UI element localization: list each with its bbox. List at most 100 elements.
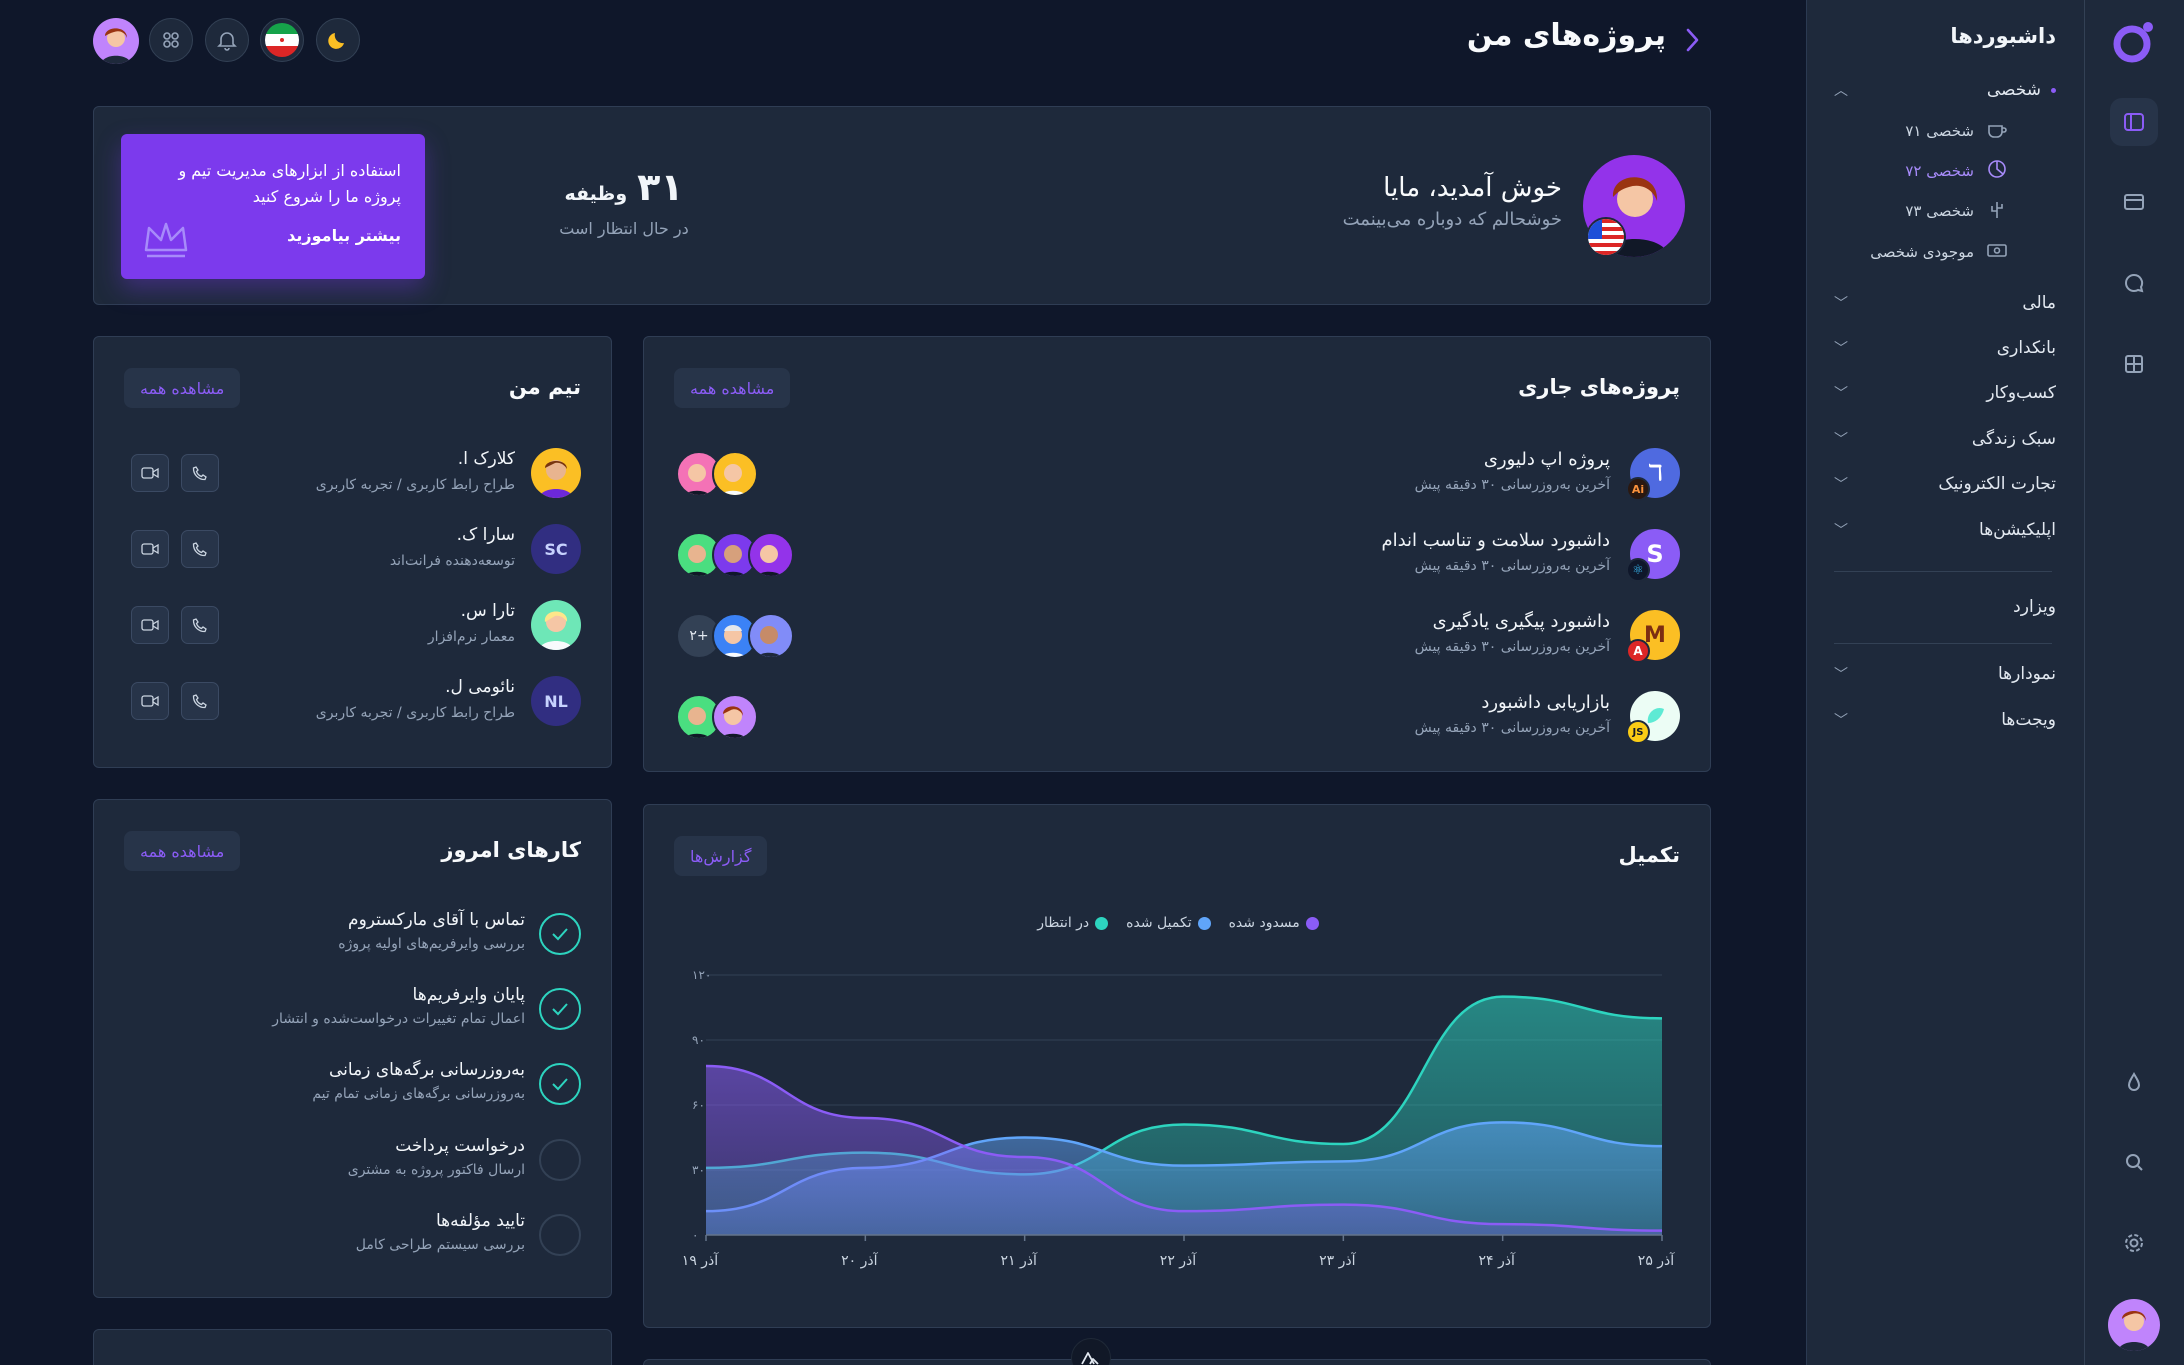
welcome-subtitle: خوشحالم که دوباره می‌بینمت — [1342, 209, 1562, 230]
project-name[interactable]: پروژه اپ دلیوری — [1483, 449, 1610, 470]
notifications-button[interactable] — [205, 18, 249, 62]
video-call-button[interactable] — [131, 682, 169, 720]
reports-button[interactable]: گزارش‌ها — [674, 836, 768, 876]
team-member-name[interactable]: سارا ک. — [456, 525, 515, 545]
sidebar-toggle-icon[interactable] — [2110, 98, 2158, 146]
sidebar-divider — [1834, 643, 2052, 644]
user-avatar-top[interactable] — [93, 18, 139, 64]
sidebar-subitem-personal-73[interactable]: شخصی ۷۳ — [1808, 196, 2008, 226]
team-member-role: طراح رابط کاربری / تجربه کاربری — [315, 477, 515, 493]
sidebar-item-business[interactable]: کسب‌وکار ﹀ — [1834, 376, 2056, 410]
sidebar-item-label: سبک زندگی — [1971, 429, 2056, 449]
tasks-count: ۳۱ — [637, 165, 684, 209]
legend-dot-icon — [1305, 916, 1319, 930]
call-button[interactable] — [181, 530, 219, 568]
project-updated: آخرین به‌روزرسانی ۳۰ دقیقه پیش — [1414, 558, 1610, 574]
team-member-name[interactable]: نائومی ل. — [445, 677, 515, 697]
theme-toggle-button[interactable] — [316, 18, 360, 62]
sidebar-item-widgets[interactable]: ویجت‌ها ﹀ — [1834, 703, 2056, 737]
sidebar-subitem-label: شخصی ۷۱ — [1905, 122, 1974, 140]
project-badge: ⚛ — [1626, 558, 1650, 582]
chart-y-tick: ۹۰ — [692, 1033, 705, 1047]
project-logo-learning: M — [1630, 610, 1680, 660]
sidebar-item-finance[interactable]: مالی ﹀ — [1834, 286, 2056, 320]
team-member-avatar: NL — [531, 676, 581, 726]
video-call-button[interactable] — [131, 606, 169, 644]
chevron-down-icon: ﹀ — [1834, 296, 1848, 312]
sidebar-item-personal[interactable]: شخصی ︿ — [1834, 73, 2056, 107]
team-member-name[interactable]: تارا س. — [460, 601, 515, 621]
tasks-view-all-button[interactable]: مشاهده همه — [124, 831, 241, 871]
task-title: به‌روزرسانی برگه‌های زمانی — [329, 1060, 525, 1080]
chevron-down-icon: ﹀ — [1834, 523, 1848, 539]
video-call-button[interactable] — [131, 454, 169, 492]
completion-chart: ۰ ۳۰ ۶۰ ۹۰ ۱۲۰ آذر ۱۹ آذر ۲۰ آذر ۲۱ آذر ۲۲ آذر ۲۳… — [682, 968, 1675, 1269]
logo-icon[interactable] — [2110, 18, 2158, 66]
team-view-all-button[interactable]: مشاهده همه — [124, 368, 241, 408]
call-button[interactable] — [181, 454, 219, 492]
sidebar-item-apps[interactable]: اپلیکیشن‌ها ﹀ — [1834, 513, 2056, 547]
team-member-name[interactable]: کلارک ا. — [457, 449, 515, 469]
sidebar-item-label: مالی — [2022, 293, 2056, 313]
layout-icon[interactable] — [2110, 178, 2158, 226]
task-title: تایید مؤلفه‌ها — [435, 1211, 525, 1231]
sidebar-item-label: کسب‌وکار — [1986, 383, 2056, 403]
sidebar-item-wizard[interactable]: ویزارد — [1834, 590, 2056, 624]
chart-legend-label: تکمیل شده — [1126, 915, 1192, 931]
project-name[interactable]: داشبورد پیگیری یادگیری — [1432, 611, 1610, 632]
chart-y-tick: ۱۲۰ — [692, 968, 711, 982]
check-icon — [552, 1003, 568, 1016]
chevron-right-icon[interactable] — [1678, 22, 1706, 62]
sidebar-item-charts[interactable]: نمودارها ﹀ — [1834, 657, 2056, 691]
nuxt-devtools-icon[interactable] — [1071, 1338, 1111, 1365]
video-icon — [141, 467, 159, 479]
sidebar-subitem-personal-balance[interactable]: موجودی شخصی — [1808, 237, 2008, 267]
sidebar-item-ecommerce[interactable]: تجارت الکترونیک ﹀ — [1834, 467, 2056, 501]
sidebar-subitem-personal-72[interactable]: شخصی ۷۲ — [1808, 156, 2008, 186]
sidebar-subitem-label: شخصی ۷۲ — [1905, 162, 1974, 180]
completion-card: تکمیل گزارش‌ها مسدود شده تکمیل شده در انتظ… — [643, 804, 1711, 1328]
sidebar-item-lifestyle[interactable]: سبک زندگی ﹀ — [1834, 422, 2056, 456]
grid-icon[interactable] — [2110, 340, 2158, 388]
promo-text: استفاده از ابزارهای مدیریت تیم و پروژه م… — [178, 161, 401, 206]
task-subtitle: اعمال تمام تغییرات درخواست‌شده و انتشار — [272, 1011, 525, 1027]
chart-legend-item[interactable]: مسدود شده — [1229, 915, 1319, 931]
task-checkbox[interactable] — [539, 988, 581, 1030]
chart-legend-item[interactable]: تکمیل شده — [1126, 915, 1211, 931]
phone-icon — [192, 542, 207, 557]
task-checkbox[interactable] — [539, 1214, 581, 1256]
search-icon[interactable] — [2110, 1138, 2158, 1186]
video-call-button[interactable] — [131, 530, 169, 568]
chat-icon[interactable] — [2110, 259, 2158, 307]
project-name[interactable]: بازاریابی داشبورد — [1481, 692, 1610, 713]
chart-legend-item[interactable]: در انتظار — [1037, 915, 1109, 931]
cactus-icon — [1986, 199, 2008, 223]
chart-x-tick: آذر ۲۰ — [841, 1252, 878, 1269]
sidebar-subitem-personal-71[interactable]: شخصی ۷۱ — [1808, 116, 2008, 146]
call-button[interactable] — [181, 682, 219, 720]
project-badge: Ai — [1626, 477, 1650, 501]
project-name[interactable]: داشبورد سلامت و تناسب اندام — [1381, 530, 1610, 551]
language-button[interactable] — [260, 18, 304, 62]
chart-y-tick: ۰ — [692, 1228, 698, 1242]
settings-icon[interactable] — [2110, 1219, 2158, 1267]
user-avatar-rail[interactable] — [2108, 1299, 2160, 1351]
task-checkbox[interactable] — [539, 1139, 581, 1181]
sidebar-item-banking[interactable]: بانکداری ﹀ — [1834, 331, 2056, 365]
task-subtitle: ارسال فاکتور پروژه به مشتری — [347, 1162, 525, 1178]
team-member-avatar: SC — [531, 524, 581, 574]
task-checkbox[interactable] — [539, 1063, 581, 1105]
drop-icon[interactable] — [2110, 1058, 2158, 1106]
team-title: تیم من — [508, 375, 581, 399]
call-button[interactable] — [181, 606, 219, 644]
completion-title: تکمیل — [1618, 843, 1681, 867]
apps-button[interactable] — [149, 18, 193, 62]
projects-view-all-button[interactable]: مشاهده همه — [674, 368, 791, 408]
chart-y-tick: ۳۰ — [692, 1163, 705, 1177]
task-checkbox[interactable] — [539, 913, 581, 955]
bottom-card-right — [643, 1359, 1711, 1365]
video-icon — [141, 619, 159, 631]
promo-learn-more-link[interactable]: بیشتر بیاموزید — [287, 226, 401, 245]
tasks-status: در حال انتظار است — [559, 219, 689, 238]
icon-rail — [2084, 0, 2184, 1365]
